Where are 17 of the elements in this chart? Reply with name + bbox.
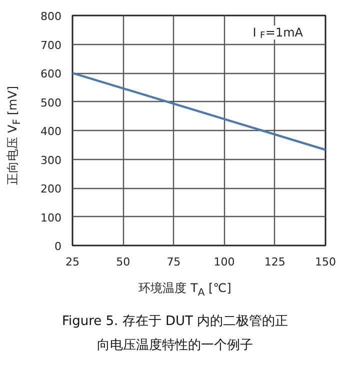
y-tick-label: 300 xyxy=(40,154,62,167)
x-axis-title: 环境温度 T$_{A}$ [℃] xyxy=(138,280,232,300)
y-tick-label: 800 xyxy=(40,10,62,23)
y-tick-label: 200 xyxy=(40,182,62,196)
x-tick-label: 25 xyxy=(66,256,80,268)
x-tick-label: 150 xyxy=(315,256,336,268)
x-tick-label: 125 xyxy=(264,256,286,268)
y-tick-label: 700 xyxy=(40,38,62,52)
y-tick-label: 400 xyxy=(40,125,62,138)
y-tick-label: 500 xyxy=(40,96,62,110)
y-tick-label: 600 xyxy=(40,68,62,80)
x-tick-label: 50 xyxy=(116,256,130,268)
x-tick-label: 75 xyxy=(166,256,181,268)
text: Figure 5. 存在于 DUT 内的二极管的正向电压温度特性的一个例子 xyxy=(60,313,290,355)
y-tick-label: 100 xyxy=(40,211,62,224)
x-tick-label: 100 xyxy=(214,256,235,268)
y-tick-label: 0 xyxy=(54,240,62,253)
